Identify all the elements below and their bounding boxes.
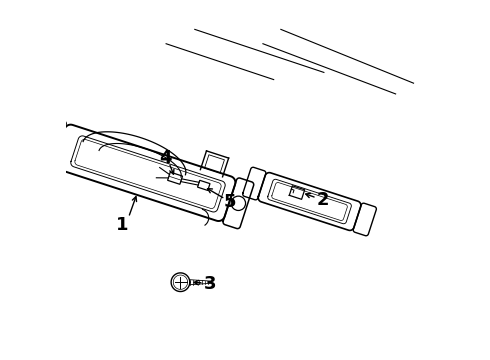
Text: 4: 4: [159, 149, 171, 167]
Text: 2: 2: [317, 192, 329, 210]
Text: 3: 3: [204, 275, 216, 293]
Text: 5: 5: [224, 193, 236, 211]
Text: 1: 1: [116, 216, 128, 234]
